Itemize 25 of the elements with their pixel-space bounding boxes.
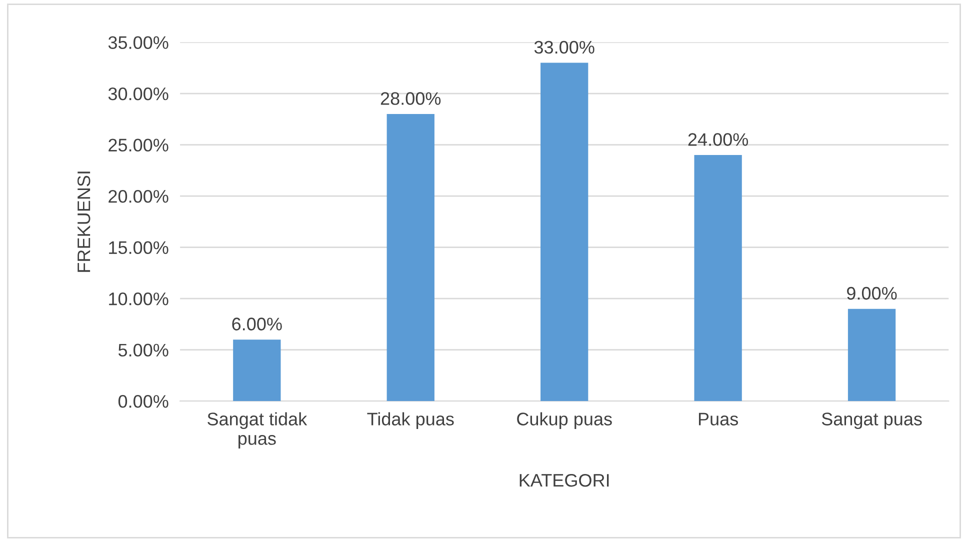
data-label: 6.00% (232, 318, 282, 330)
y-tick-label: 10.00% (109, 292, 168, 306)
bar (233, 340, 281, 402)
x-tick-label: Sangat puas (822, 412, 922, 430)
x-tick-label: Tidak puas (367, 412, 454, 430)
data-label: 33.00% (534, 40, 594, 54)
y-tick-label: 15.00% (109, 241, 168, 254)
y-tick-label: 35.00% (108, 36, 168, 49)
data-label: 9.00% (847, 286, 897, 300)
y-tick-label: 20.00% (108, 190, 168, 203)
y-tick-label: 25.00% (108, 138, 168, 152)
data-label: 28.00% (380, 92, 441, 105)
y-tick-label: 30.00% (108, 87, 168, 100)
x-tick-label: Sangat tidak puas (208, 412, 308, 448)
bar (848, 308, 896, 402)
y-tick-label: 0.00% (118, 395, 168, 408)
bar (386, 114, 434, 402)
y-tick-label: 5.00% (118, 344, 168, 357)
bar (694, 155, 742, 402)
y-axis-title: FREKUENSI (77, 172, 90, 272)
data-label: 24.00% (688, 133, 748, 146)
x-axis-title: KATEGORI (520, 474, 609, 487)
bar (540, 62, 588, 402)
x-tick-label: Puas (698, 412, 738, 426)
x-tick-label: Cukup puas (517, 412, 612, 430)
